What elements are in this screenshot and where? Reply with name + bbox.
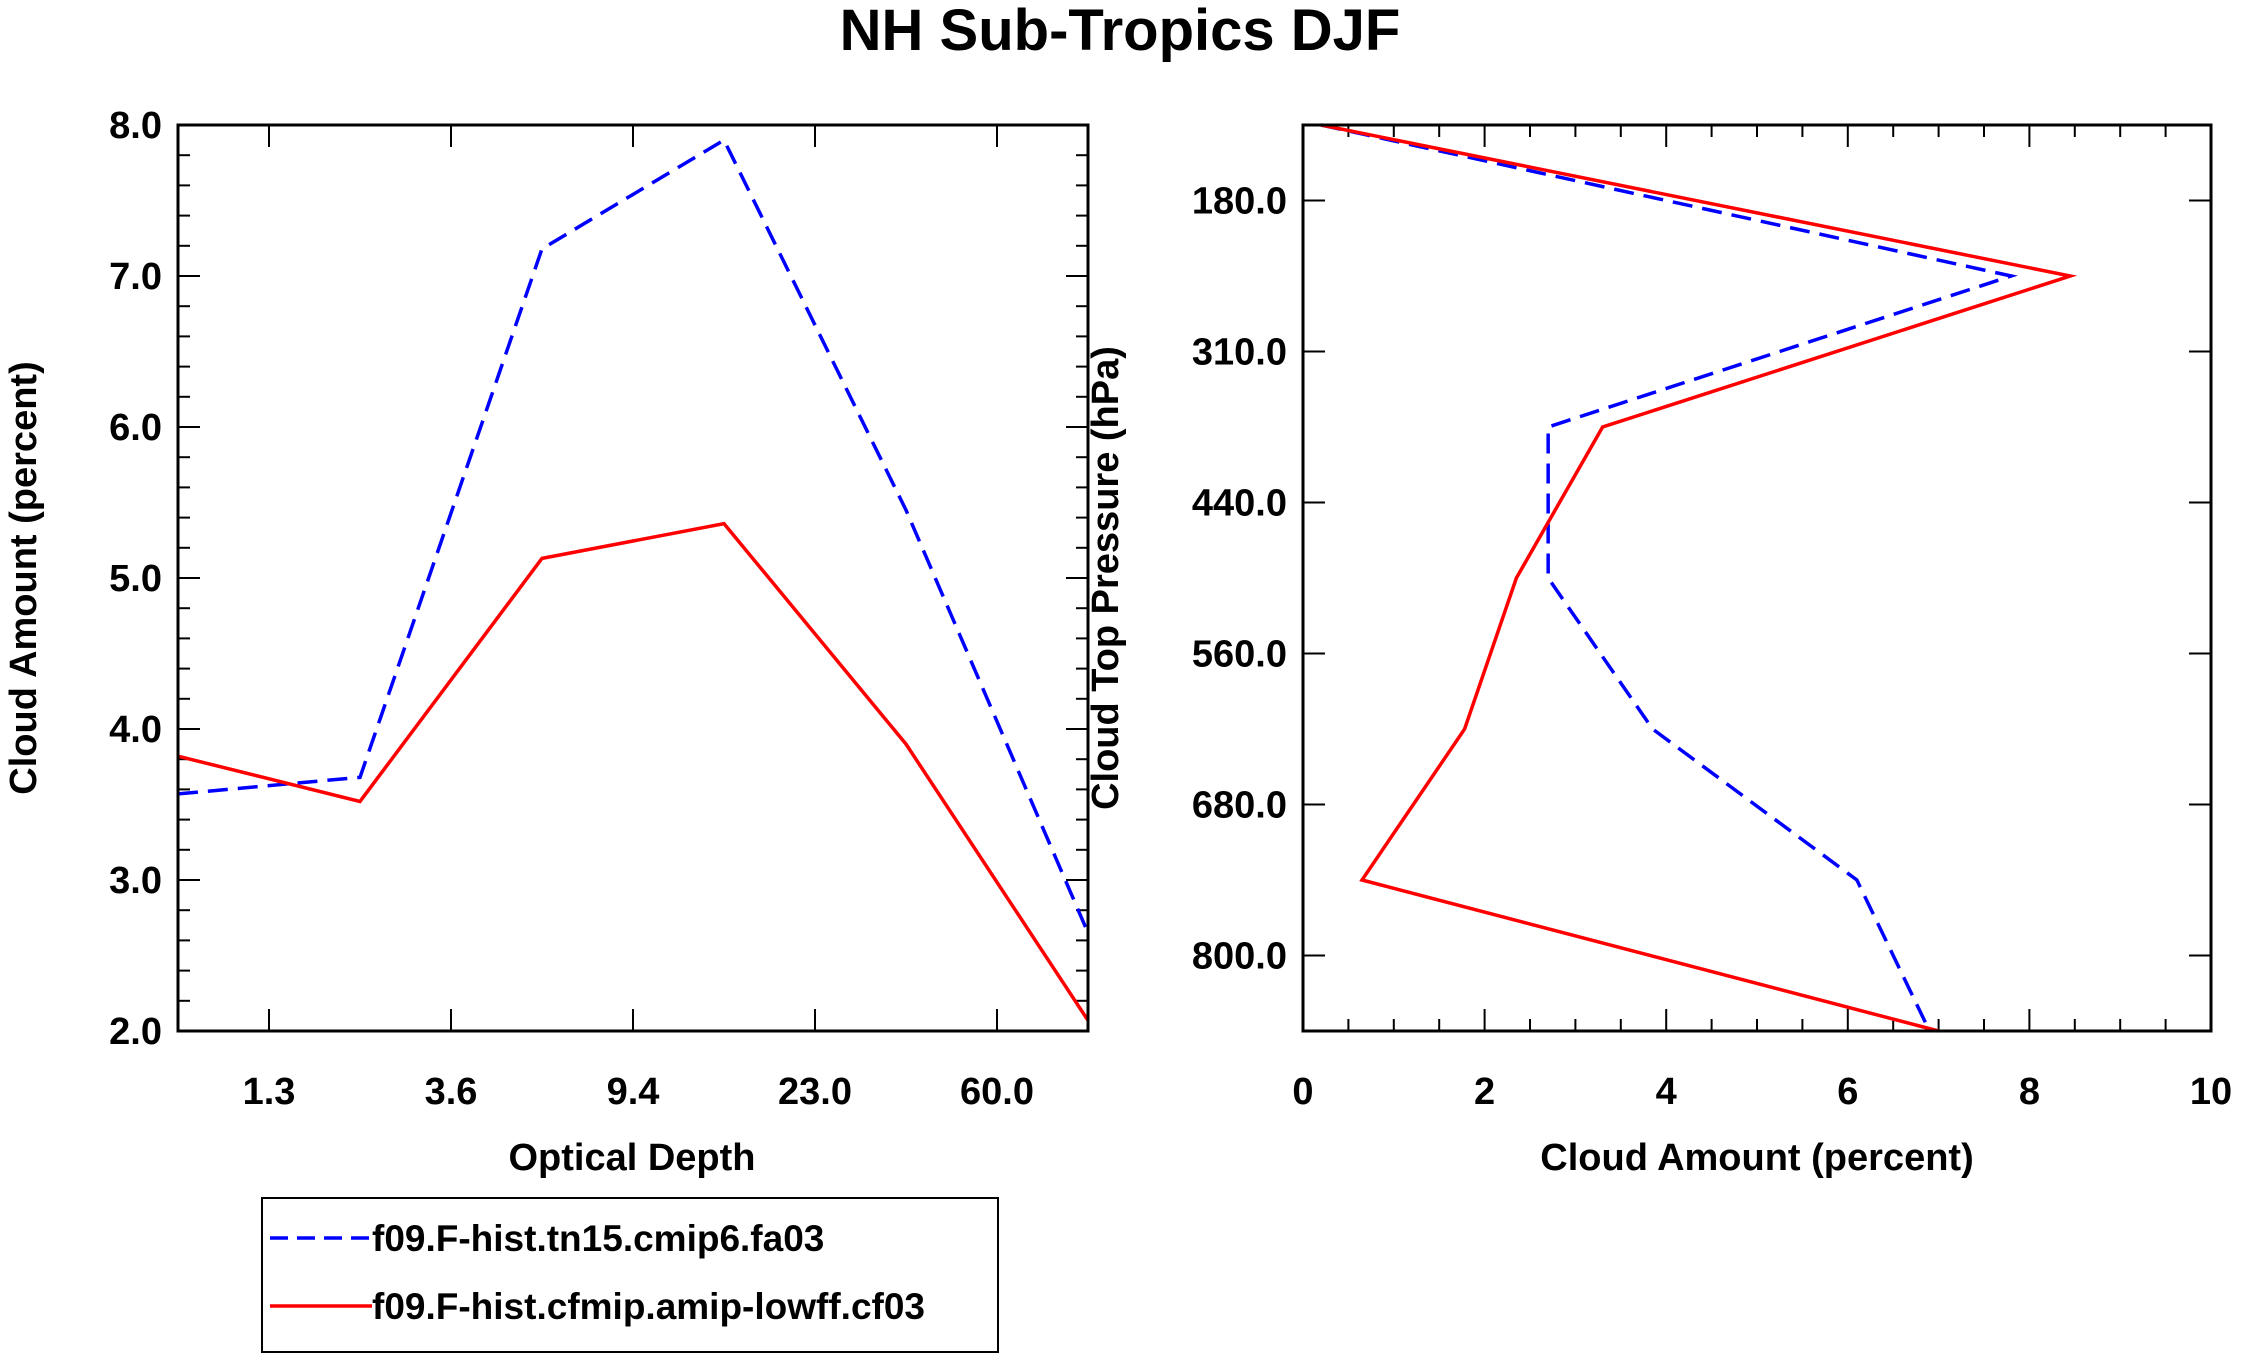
left-plot-frame	[176, 123, 1090, 1033]
left-y-tick-label: 6.0	[109, 407, 162, 449]
right-y-tick-label: 180.0	[1192, 181, 1287, 223]
left-x-tick-label: 60.0	[960, 1071, 1034, 1113]
left-tick-labels: 2.0 3.0 4.0 5.0 6.0 7.0 8.0 1.3 3.6 9.4 23.0 60.0	[109, 105, 1034, 1113]
left-x-axis-title: Optical Depth	[508, 1137, 755, 1179]
left-ticks	[178, 124, 1088, 1032]
right-plot-frame	[1301, 123, 2213, 1033]
left-y-axis-title: Cloud Amount (percent)	[3, 361, 45, 794]
left-y-tick-label: 8.0	[109, 105, 162, 147]
right-y-axis-title: Cloud Top Pressure (hPa)	[1085, 346, 1127, 810]
left-x-tick-label: 1.3	[243, 1071, 296, 1113]
right-y-tick-label: 560.0	[1192, 634, 1287, 676]
legend-label-series-2: f09.F-hist.cfmip.amip-lowff.cf03	[372, 1286, 925, 1327]
left-y-tick-label: 7.0	[109, 256, 162, 298]
figure-title: NH Sub-Tropics DJF	[840, 0, 1401, 63]
right-tick-labels: 0 2 4 6 8 10 180.0 310.0 440.0 560.0 680.0 800.0	[1192, 181, 2232, 1114]
left-series	[177, 137, 1090, 1022]
right-x-tick-label: 10	[2190, 1071, 2232, 1113]
right-x-tick-label: 0	[1292, 1071, 1313, 1113]
right-y-tick-label: 680.0	[1192, 785, 1287, 827]
left-chart: 2.0 3.0 4.0 5.0 6.0 7.0 8.0 1.3 3.6 9.4 23.0 60.0 O…	[3, 105, 1090, 1179]
right-series	[1320, 123, 2078, 1033]
right-x-tick-label: 4	[1656, 1071, 1677, 1113]
right-x-tick-label: 6	[1837, 1071, 1858, 1113]
right-y-tick-label: 440.0	[1192, 483, 1287, 525]
left-x-tick-label: 23.0	[778, 1071, 852, 1113]
left-y-tick-label: 4.0	[109, 709, 162, 751]
legend: f09.F-hist.tn15.cmip6.fa03 f09.F-hist.cf…	[261, 1197, 999, 1353]
legend-box	[261, 1197, 999, 1353]
right-y-tick-label: 800.0	[1192, 936, 1287, 978]
right-x-tick-label: 2	[1474, 1071, 1495, 1113]
left-series-line-1	[177, 137, 1090, 934]
right-series-line-2	[1320, 123, 2078, 1033]
right-ticks	[1302, 125, 2212, 1031]
left-x-tick-label: 3.6	[425, 1071, 478, 1113]
right-y-tick-label: 310.0	[1192, 332, 1287, 374]
left-x-tick-label: 9.4	[607, 1071, 660, 1113]
right-x-tick-label: 8	[2019, 1071, 2040, 1113]
left-y-tick-label: 5.0	[109, 558, 162, 600]
left-y-tick-label: 2.0	[109, 1011, 162, 1053]
left-series-line-2	[177, 521, 1090, 1022]
left-y-tick-label: 3.0	[109, 860, 162, 902]
right-x-axis-title: Cloud Amount (percent)	[1540, 1137, 1973, 1179]
right-chart: 0 2 4 6 8 10 180.0 310.0 440.0 560.0 680.0 800.0 Cl…	[1085, 123, 2232, 1179]
legend-label-series-1: f09.F-hist.tn15.cmip6.fa03	[372, 1218, 824, 1259]
